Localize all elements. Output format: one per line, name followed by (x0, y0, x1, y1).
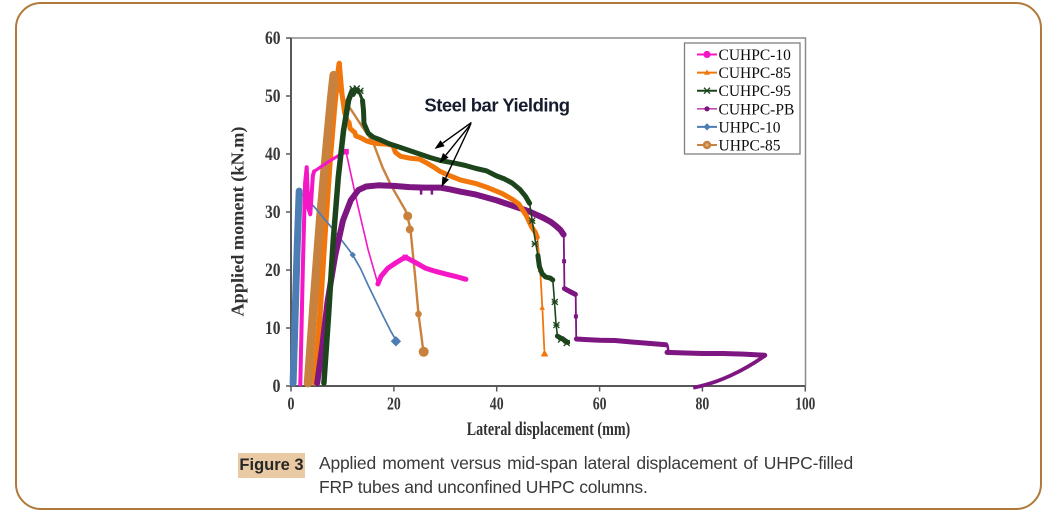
svg-text:CUHPC-95: CUHPC-95 (719, 83, 792, 100)
svg-text:40: 40 (490, 394, 504, 414)
svg-text:Applied moment (kN.m): Applied moment (kN.m) (228, 126, 249, 316)
svg-text:20: 20 (387, 394, 401, 414)
svg-text:UHPC-10: UHPC-10 (719, 119, 781, 136)
svg-text:40: 40 (265, 145, 281, 165)
svg-text:CUHPC-PB: CUHPC-PB (719, 101, 795, 118)
svg-text:100: 100 (795, 394, 815, 414)
svg-text:30: 30 (265, 203, 281, 223)
svg-text:20: 20 (265, 261, 281, 281)
svg-text:UHPC-85: UHPC-85 (719, 138, 781, 155)
svg-text:60: 60 (593, 394, 607, 414)
svg-text:Lateral displacement (mm): Lateral displacement (mm) (467, 419, 631, 440)
svg-text:50: 50 (265, 87, 281, 107)
svg-text:Steel bar Yielding: Steel bar Yielding (424, 95, 569, 116)
svg-text:80: 80 (696, 394, 710, 414)
svg-text:CUHPC-10: CUHPC-10 (719, 47, 792, 64)
svg-text:CUHPC-85: CUHPC-85 (719, 65, 792, 82)
svg-text:0: 0 (273, 377, 281, 397)
svg-text:0: 0 (288, 394, 295, 414)
svg-text:10: 10 (265, 319, 281, 339)
svg-text:60: 60 (265, 29, 281, 49)
